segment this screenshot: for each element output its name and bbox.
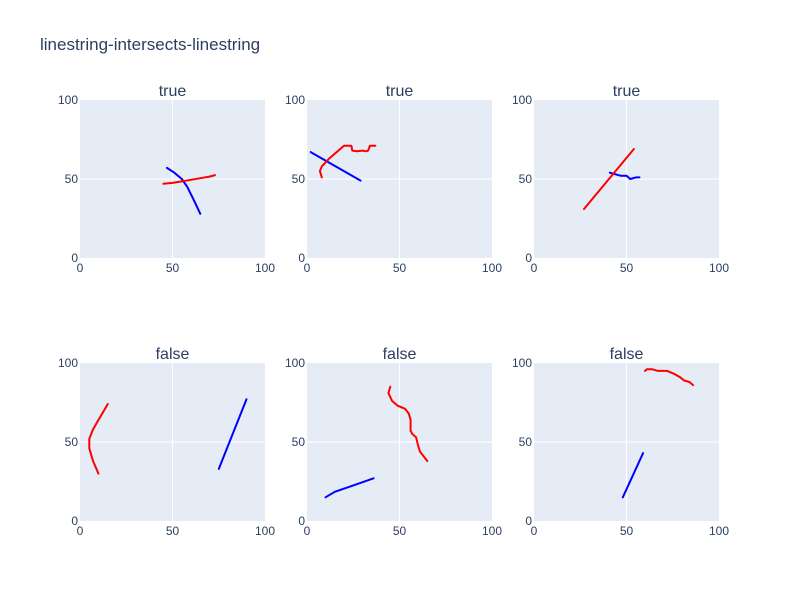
y-tick-label: 100 [512,93,532,107]
y-tick-label: 100 [58,356,78,370]
series-line-1 [621,452,645,499]
x-tick-label: 100 [255,261,275,275]
x-tick-label: 100 [482,524,502,538]
y-tick-label: 50 [292,435,306,449]
series-line-1 [165,166,202,215]
x-tick-label: 0 [531,261,538,275]
subplot-6: false 0 50 100 0 50 100 [512,346,729,538]
subplot-title: true [159,83,187,100]
subplot-title: false [610,346,644,363]
x-tick-label: 50 [393,261,407,275]
y-tick-label: 0 [298,514,305,528]
y-tick-label: 50 [519,172,533,186]
y-tick-label: 0 [298,251,305,265]
y-tick-label: 50 [519,435,533,449]
x-tick-label: 100 [709,524,729,538]
subplot-grid: true 0 50 100 0 50 100 true 0 50 100 0 50 100 true 0 50 1… [58,83,729,538]
y-tick-label: 100 [512,356,532,370]
y-tick-label: 0 [525,514,532,528]
series-line-1 [309,151,362,182]
subplot-3: true 0 50 100 0 50 100 [512,83,729,275]
series-line-1 [217,398,248,470]
series-line-2 [387,385,429,462]
y-tick-label: 50 [292,172,306,186]
y-tick-label: 100 [285,356,305,370]
subplot-4: false 0 50 100 0 50 100 [58,346,275,538]
x-tick-label: 0 [77,524,84,538]
x-tick-label: 0 [304,524,311,538]
y-tick-label: 50 [65,172,79,186]
series-line-2 [162,174,216,185]
x-tick-label: 50 [166,261,180,275]
subplot-title: true [386,83,414,100]
subplot-1: true 0 50 100 0 50 100 [58,83,275,275]
series-line-2 [583,148,635,210]
x-tick-label: 50 [620,524,634,538]
x-tick-label: 100 [709,261,729,275]
x-tick-label: 100 [255,524,275,538]
subplot-title: false [156,346,190,363]
y-tick-label: 0 [525,251,532,265]
y-tick-label: 0 [71,514,78,528]
subplot-2: true 0 50 100 0 50 100 [285,83,502,275]
x-tick-label: 0 [531,524,538,538]
y-tick-label: 50 [65,435,79,449]
series-line-1 [608,171,641,180]
y-tick-label: 100 [58,93,78,107]
figure-title: linestring-intersects-linestring [40,35,260,54]
y-tick-label: 0 [71,251,78,265]
x-tick-label: 50 [393,524,407,538]
x-tick-label: 0 [304,261,311,275]
x-tick-label: 50 [620,261,634,275]
series-line-2 [318,144,377,179]
series-line-1 [324,477,375,499]
series-line-2 [644,368,695,387]
x-tick-label: 100 [482,261,502,275]
x-tick-label: 50 [166,524,180,538]
subplot-5: false 0 50 100 0 50 100 [285,346,502,538]
subplot-title: true [613,83,641,100]
y-tick-label: 100 [285,93,305,107]
series-line-2 [88,403,109,475]
subplot-title: false [383,346,417,363]
x-tick-label: 0 [77,261,84,275]
